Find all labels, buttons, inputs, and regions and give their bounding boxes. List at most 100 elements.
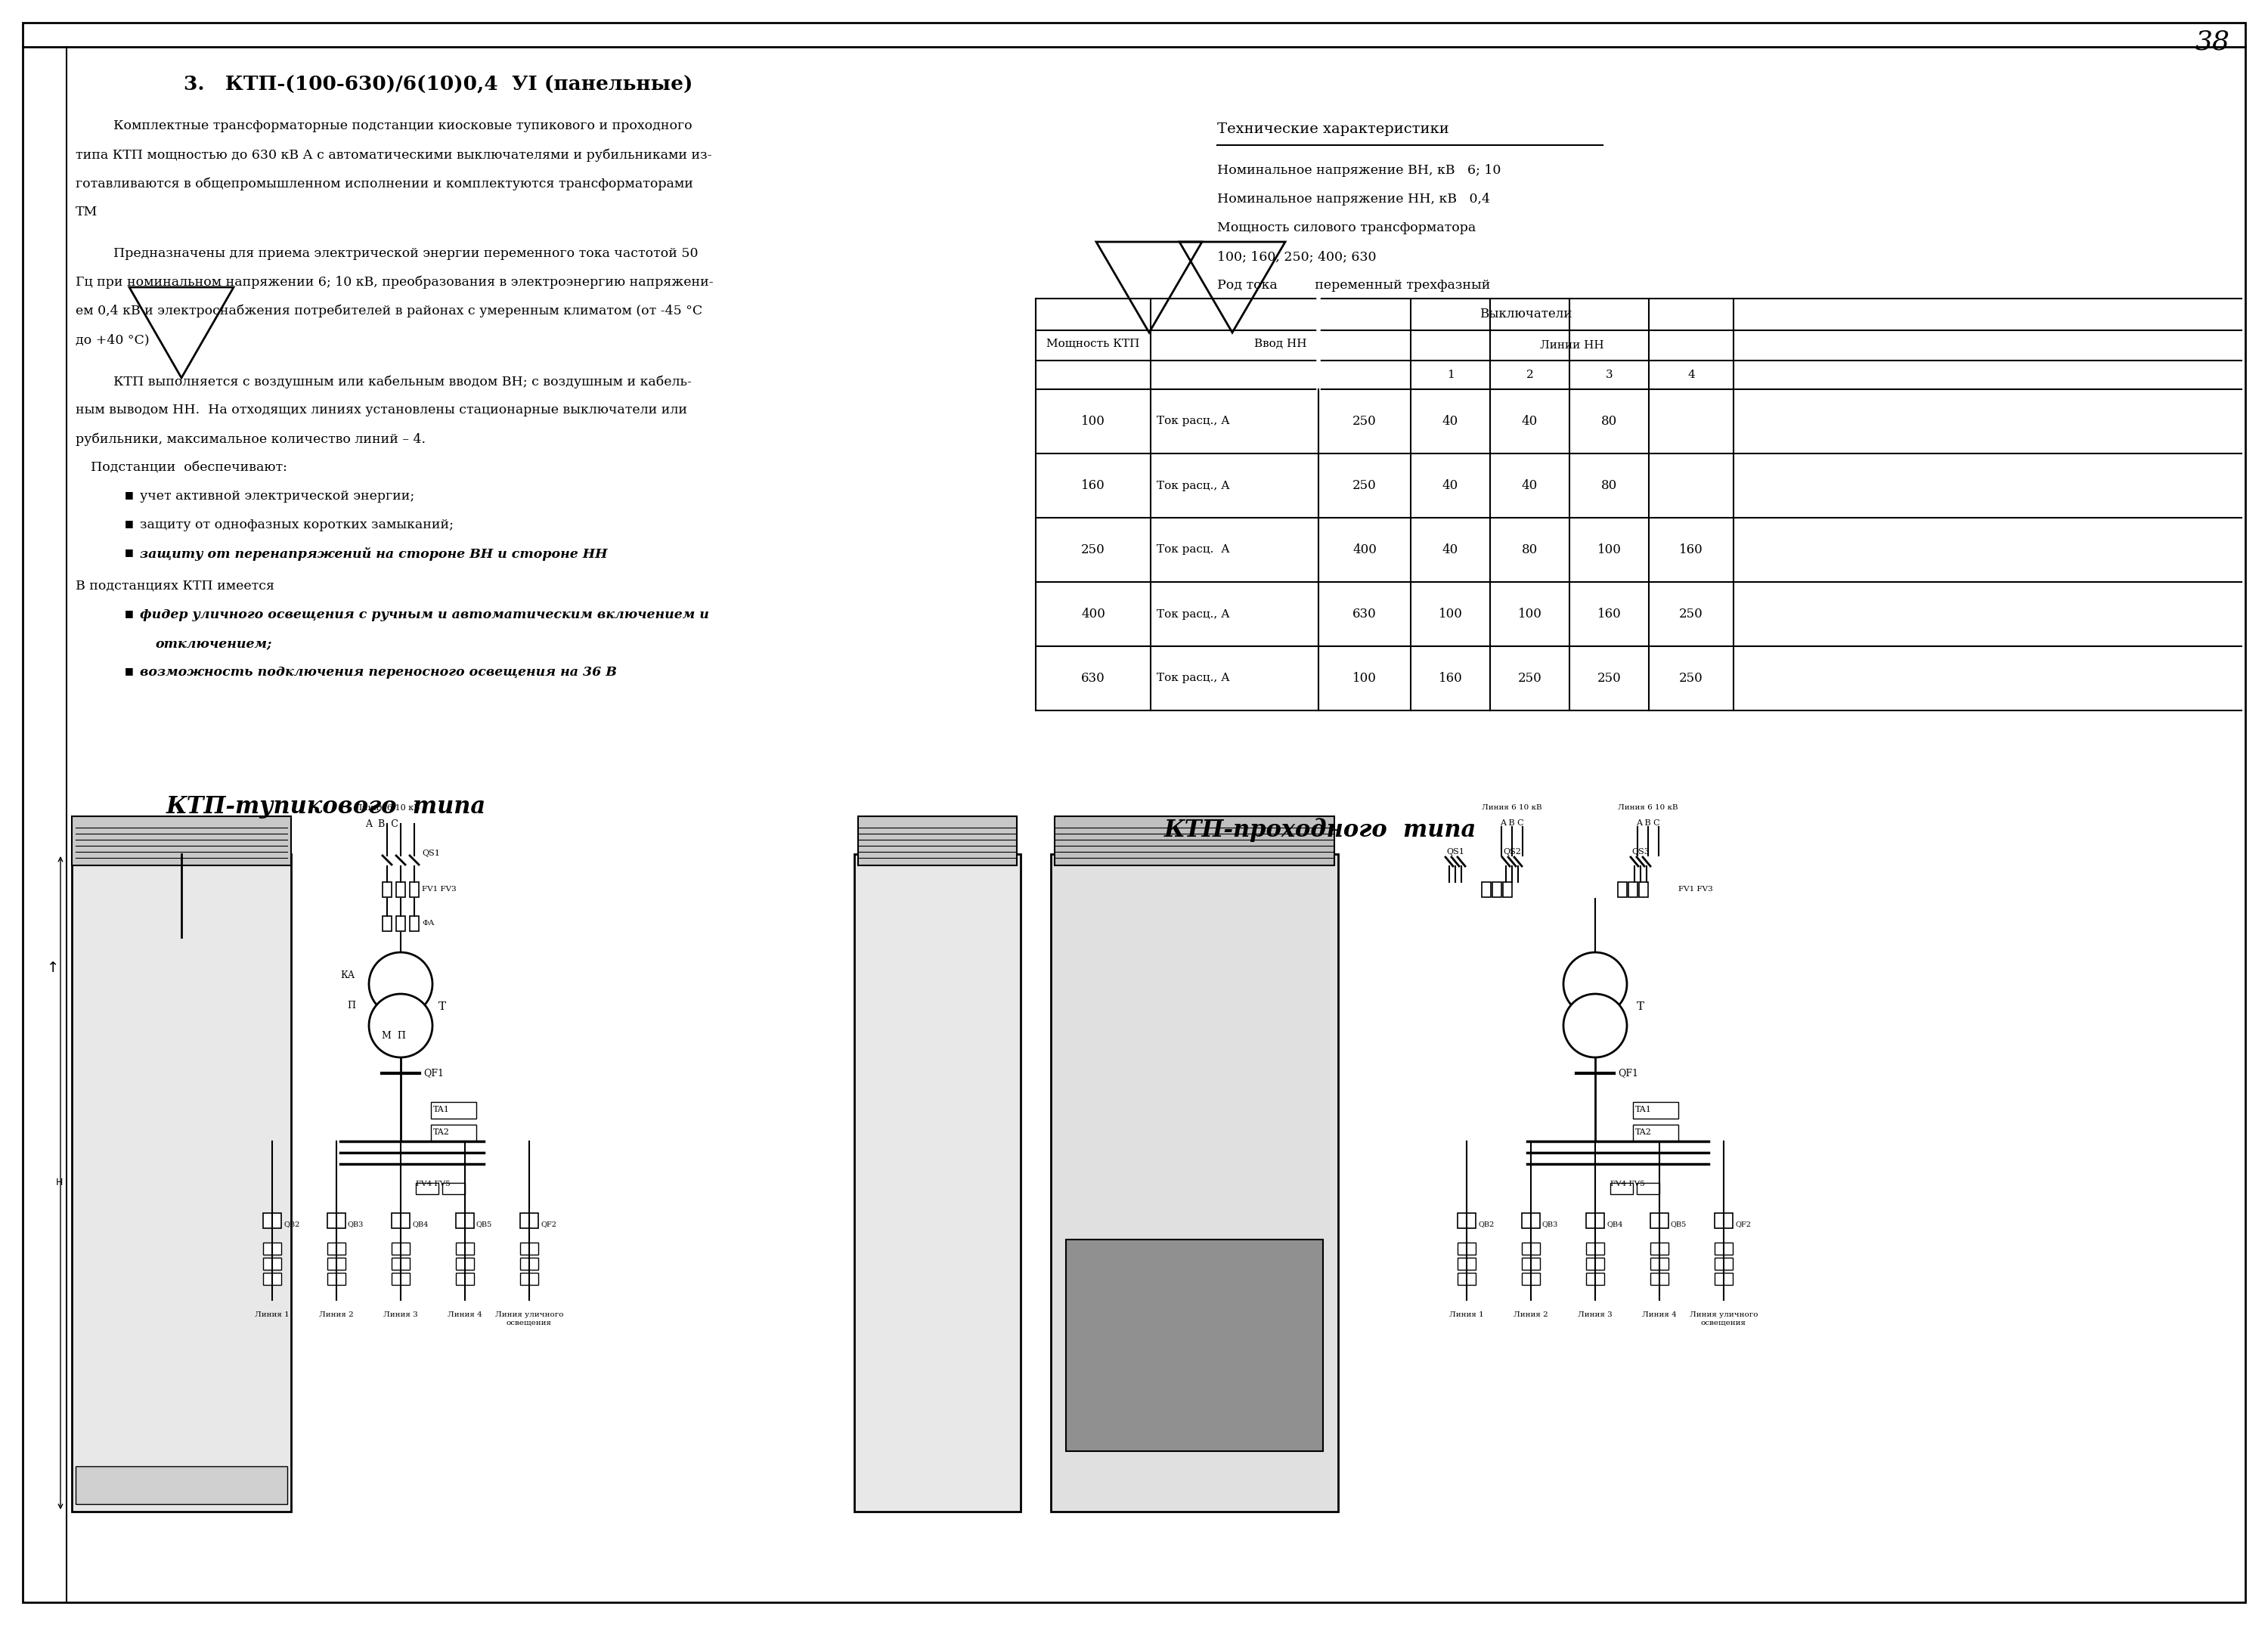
Bar: [431, 1102, 476, 1118]
Bar: [1458, 1214, 1476, 1228]
Text: Линия 4: Линия 4: [1642, 1311, 1676, 1318]
Bar: [75, 1466, 288, 1505]
Bar: [397, 916, 406, 931]
Bar: [431, 1124, 476, 1141]
Text: 160: 160: [1678, 543, 1703, 556]
Text: фидер уличного освещения с ручным и автоматическим включением и: фидер уличного освещения с ручным и авто…: [141, 608, 710, 621]
Text: 400: 400: [1352, 543, 1377, 556]
Text: защиту от однофазных коротких замыканий;: защиту от однофазных коротких замыканий;: [141, 518, 454, 531]
Bar: [1522, 1258, 1540, 1269]
Bar: [1651, 1243, 1669, 1254]
Text: H: H: [57, 1178, 64, 1188]
Text: QB5: QB5: [1672, 1220, 1687, 1227]
Text: QB3: QB3: [1542, 1220, 1558, 1227]
Text: QS1: QS1: [1447, 848, 1465, 856]
Text: QB4: QB4: [1606, 1220, 1622, 1227]
Bar: [73, 855, 290, 1511]
Text: 250: 250: [1678, 671, 1703, 684]
Text: 100; 160, 250; 400; 630: 100; 160, 250; 400; 630: [1218, 250, 1377, 263]
Text: 4: 4: [1687, 369, 1694, 380]
Text: T: T: [438, 1001, 447, 1012]
Bar: [397, 882, 406, 897]
Text: 160: 160: [1597, 608, 1622, 621]
Text: отключением;: отключением;: [154, 637, 272, 650]
Bar: [1522, 1243, 1540, 1254]
Text: учет активной электрической энергии;: учет активной электрической энергии;: [141, 489, 415, 502]
Text: QF1: QF1: [1617, 1068, 1637, 1077]
Text: КТП-тупикового  типа: КТП-тупикового типа: [166, 795, 485, 819]
Bar: [73, 816, 290, 866]
Text: М  П: М П: [381, 1030, 406, 1040]
Text: 80: 80: [1522, 543, 1538, 556]
Text: QS3: QS3: [1631, 848, 1649, 856]
Bar: [519, 1272, 538, 1285]
Bar: [519, 1243, 538, 1254]
Bar: [1633, 1102, 1678, 1118]
Text: 100: 100: [1438, 608, 1463, 621]
Text: Род тока         переменный трехфазный: Род тока переменный трехфазный: [1218, 279, 1490, 292]
Text: 80: 80: [1601, 414, 1617, 427]
Text: 2: 2: [1526, 369, 1533, 380]
Text: 3: 3: [1606, 369, 1613, 380]
Bar: [415, 1183, 438, 1194]
Bar: [1637, 1183, 1660, 1194]
Bar: [411, 882, 420, 897]
Bar: [392, 1214, 411, 1228]
Bar: [1522, 1214, 1540, 1228]
Bar: [456, 1258, 474, 1269]
Text: ■: ■: [125, 489, 134, 499]
Text: TA2: TA2: [1635, 1128, 1651, 1136]
Bar: [1050, 855, 1338, 1511]
Text: Ток расц., А: Ток расц., А: [1157, 673, 1229, 684]
Bar: [327, 1243, 345, 1254]
Text: 250: 250: [1082, 543, 1105, 556]
Text: A B C: A B C: [1499, 819, 1524, 827]
Bar: [1651, 1214, 1669, 1228]
Text: T: T: [1637, 1001, 1644, 1012]
Text: QB3: QB3: [347, 1220, 363, 1227]
Text: QF1: QF1: [424, 1068, 445, 1077]
Text: FV4 FV5: FV4 FV5: [415, 1181, 451, 1188]
Text: QS2: QS2: [1504, 848, 1522, 856]
Text: 250: 250: [1352, 479, 1377, 492]
Bar: [442, 1183, 465, 1194]
Text: 40: 40: [1442, 414, 1458, 427]
Text: 80: 80: [1601, 479, 1617, 492]
Bar: [1585, 1243, 1603, 1254]
Text: 160: 160: [1082, 479, 1105, 492]
Text: A  B  C: A B C: [365, 819, 399, 829]
Bar: [1715, 1243, 1733, 1254]
Text: Ток расц., А: Ток расц., А: [1157, 481, 1229, 491]
Bar: [1504, 882, 1513, 897]
Bar: [1651, 1272, 1669, 1285]
Text: Линия 1: Линия 1: [254, 1311, 290, 1318]
Text: готавливаются в общепромышленном исполнении и комплектуются трансформаторами: готавливаются в общепромышленном исполне…: [75, 177, 694, 190]
Text: Линия 6 10 кВ: Линия 6 10 кВ: [356, 804, 420, 812]
Bar: [392, 1258, 411, 1269]
Bar: [1055, 816, 1334, 866]
Text: Подстанции  обеспечивают:: Подстанции обеспечивают:: [91, 461, 288, 474]
Text: QS1: QS1: [422, 850, 440, 856]
Bar: [383, 916, 392, 931]
Text: 160: 160: [1438, 671, 1463, 684]
Bar: [1715, 1214, 1733, 1228]
Text: TA1: TA1: [433, 1105, 449, 1113]
Text: типа КТП мощностью до 630 кВ А с автоматическими выключателями и рубильниками из: типа КТП мощностью до 630 кВ А с автомат…: [75, 148, 712, 161]
Bar: [1481, 882, 1490, 897]
Bar: [1715, 1272, 1733, 1285]
Text: 1: 1: [1447, 369, 1454, 380]
Bar: [327, 1272, 345, 1285]
Text: КА: КА: [340, 970, 356, 980]
Text: 100: 100: [1352, 671, 1377, 684]
Circle shape: [1563, 952, 1626, 1016]
Text: ■: ■: [125, 608, 134, 618]
Bar: [263, 1258, 281, 1269]
Text: Выключатели: Выключатели: [1479, 309, 1572, 320]
Bar: [456, 1272, 474, 1285]
Text: QB2: QB2: [1479, 1220, 1495, 1227]
Bar: [1585, 1214, 1603, 1228]
Text: 400: 400: [1082, 608, 1105, 621]
Text: QB2: QB2: [284, 1220, 299, 1227]
Bar: [411, 916, 420, 931]
Bar: [1492, 882, 1501, 897]
